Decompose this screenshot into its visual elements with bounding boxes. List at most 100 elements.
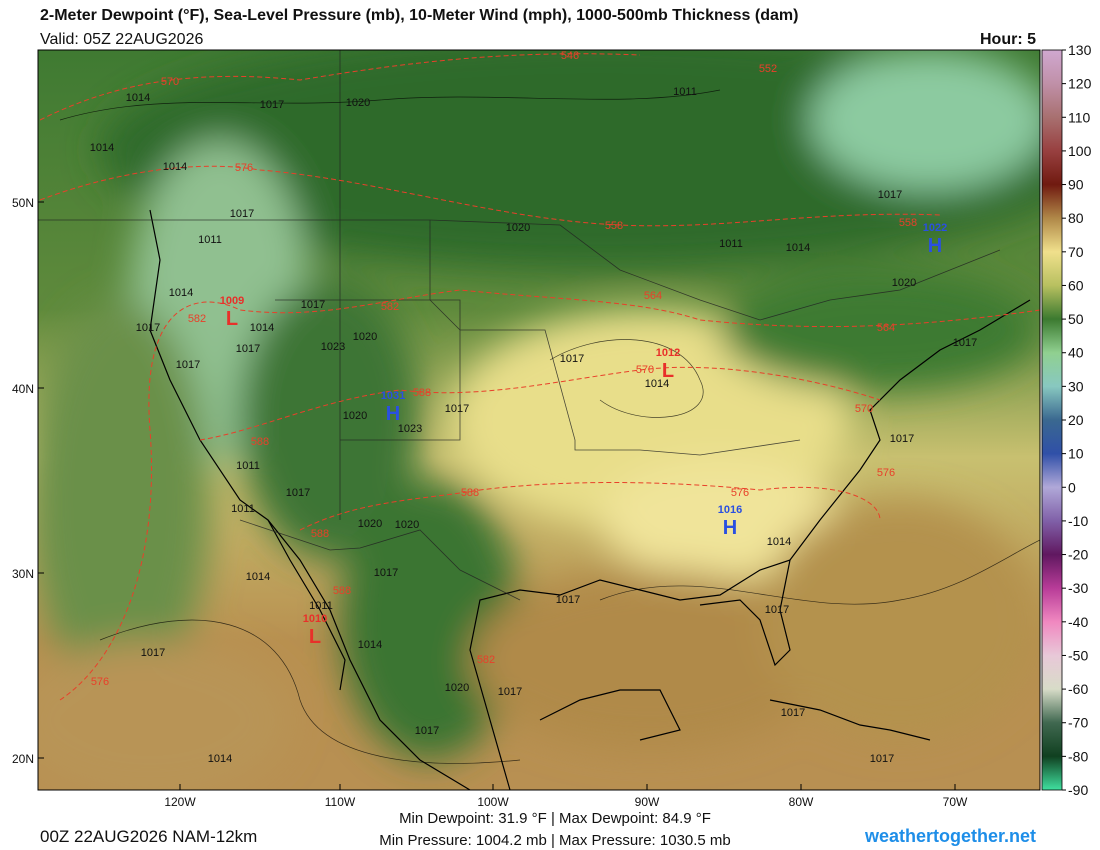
borders <box>38 50 1001 601</box>
title: 2-Meter Dewpoint (°F), Sea-Level Pressur… <box>40 7 798 24</box>
thickness-label: 576 <box>91 676 109 688</box>
colorbar-label: 70 <box>1068 244 1084 260</box>
isobar-label: 1023 <box>398 423 422 435</box>
colorbar-label: 10 <box>1068 446 1084 462</box>
colorbar-label: 130 <box>1068 42 1092 58</box>
colorbar-label: -10 <box>1068 513 1088 529</box>
thickness-label: 570 <box>161 76 179 88</box>
pressure-center-symbol: H <box>386 403 400 425</box>
isobar-label: 1017 <box>556 594 580 606</box>
lon-label: 90W <box>635 795 660 809</box>
forecast-hour: Hour: 5 <box>980 31 1036 48</box>
isobar-label: 1017 <box>445 403 469 415</box>
isobar-label: 1011 <box>231 503 255 515</box>
pressure-center-value: 1031 <box>381 390 405 402</box>
colorbar-label: -40 <box>1068 614 1088 630</box>
isobars <box>59 89 1040 764</box>
isobar-label: 1014 <box>163 161 187 173</box>
thickness-label: 576 <box>731 487 749 499</box>
isobar-label: 1014 <box>246 571 270 583</box>
thickness-label: 558 <box>899 217 917 229</box>
isobar-label: 1017 <box>301 299 325 311</box>
lon-label: 70W <box>943 795 968 809</box>
lon-label: 120W <box>164 795 196 809</box>
isobar-label: 1023 <box>321 341 345 353</box>
colorbar-label: -70 <box>1068 715 1088 731</box>
pressure-center-symbol: L <box>226 308 238 330</box>
thickness-label: 582 <box>477 654 495 666</box>
isobar-label: 1014 <box>126 92 150 104</box>
thickness-label: 588 <box>413 387 431 399</box>
colorbar-label: 50 <box>1068 311 1084 327</box>
isobar-label: 1017 <box>141 647 165 659</box>
lat-label: 30N <box>12 567 34 581</box>
colorbar-label: 90 <box>1068 177 1084 193</box>
isobar-label: 1020 <box>353 331 377 343</box>
thickness-label: 570 <box>855 403 873 415</box>
thickness-label: 552 <box>759 63 777 75</box>
lon-label: 80W <box>789 795 814 809</box>
dewpoint-field <box>38 50 1040 790</box>
isobar-label: 1014 <box>169 287 193 299</box>
map-labels: 1014 1017 1020 1011 1014 1014 1017 1011 1020 1011… <box>90 50 977 765</box>
lat-label: 50N <box>12 196 34 210</box>
thickness-label: 576 <box>235 162 253 174</box>
isobar-label: 1011 <box>673 86 697 98</box>
lat-label: 40N <box>12 382 34 396</box>
colorbar-label: 30 <box>1068 378 1084 394</box>
isobar-label: 1017 <box>870 753 894 765</box>
pressure-center-value: 1016 <box>718 504 742 516</box>
thickness-label: 588 <box>251 436 269 448</box>
thickness-label: 564 <box>877 322 895 334</box>
isobar-label: 1017 <box>236 343 260 355</box>
colorbar: 1301201101009080706050403020100-10-20-30… <box>1041 42 1092 798</box>
thickness-label: 570 <box>636 364 654 376</box>
isobar-label: 1017 <box>260 99 284 111</box>
isobar-label: 1014 <box>208 753 232 765</box>
isobar-label: 1020 <box>445 682 469 694</box>
colorbar-label: 80 <box>1068 210 1084 226</box>
isobar-label: 1017 <box>878 189 902 201</box>
isobar-label: 1014 <box>358 639 382 651</box>
isobar-label: 1014 <box>645 378 669 390</box>
colorbar-label: 20 <box>1068 412 1084 428</box>
isobar-label: 1017 <box>953 337 977 349</box>
isobar-label: 1017 <box>415 725 439 737</box>
pressure-range: Min Pressure: 1004.2 mb | Max Pressure: … <box>379 832 731 849</box>
isobar-label: 1020 <box>358 518 382 530</box>
isobar-label: 1017 <box>498 686 522 698</box>
isobar-label: 1020 <box>343 410 367 422</box>
colorbar-label: -80 <box>1068 748 1088 764</box>
colorbar-label: 120 <box>1068 76 1092 92</box>
isobar-label: 1017 <box>176 359 200 371</box>
isobar-label: 1020 <box>346 97 370 109</box>
isobar-label: 1017 <box>286 487 310 499</box>
map-axes: 50N 40N 30N 20N 120W 110W 100W 90W 80W 70W <box>12 196 968 809</box>
isobar-label: 1011 <box>236 460 260 472</box>
lon-label: 110W <box>325 795 356 809</box>
thickness-label: 576 <box>877 467 895 479</box>
colorbar-label: 40 <box>1068 345 1084 361</box>
thickness-label: 588 <box>333 585 351 597</box>
colorbar-scale <box>1041 49 1063 791</box>
pressure-center-value: 1022 <box>923 222 947 234</box>
pressure-center-symbol: H <box>928 235 942 257</box>
colorbar-label: -90 <box>1068 782 1088 798</box>
coastlines <box>149 209 1031 790</box>
isobar-label: 1017 <box>781 707 805 719</box>
thickness-label: 588 <box>461 487 479 499</box>
isobar-label: 1011 <box>309 600 333 612</box>
dewpoint-range: Min Dewpoint: 31.9 °F | Max Dewpoint: 84… <box>399 810 711 827</box>
isobar-label: 1011 <box>719 238 743 250</box>
isobar-label: 1017 <box>765 604 789 616</box>
pressure-center-value: 1010 <box>303 613 327 625</box>
isobar-label: 1014 <box>250 322 274 334</box>
thickness-label: 588 <box>311 528 329 540</box>
isobar-label: 1014 <box>786 242 810 254</box>
isobar-label: 1014 <box>90 142 114 154</box>
pressure-center-symbol: L <box>309 626 321 648</box>
colorbar-label: 100 <box>1068 143 1092 159</box>
colorbar-label: 60 <box>1068 277 1084 293</box>
colorbar-label: 0 <box>1068 479 1076 495</box>
